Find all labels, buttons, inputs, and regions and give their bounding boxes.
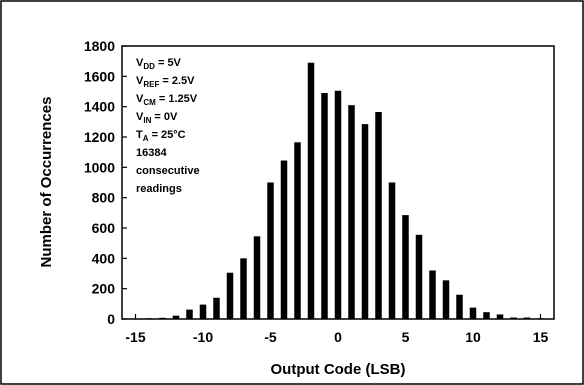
bar xyxy=(388,182,396,319)
y-tick-label: 1000 xyxy=(84,159,115,175)
y-axis-label: Number of Occurrences xyxy=(38,97,55,268)
annotation-line: VCM = 1.25V xyxy=(136,93,198,107)
bars-group xyxy=(132,62,544,320)
x-tick-label: -5 xyxy=(264,329,277,345)
bar xyxy=(307,62,315,320)
y-tick-label: 800 xyxy=(92,190,116,206)
bar xyxy=(402,215,409,319)
bar xyxy=(429,270,436,319)
bar xyxy=(469,307,477,320)
bar xyxy=(510,317,517,319)
bar xyxy=(199,304,207,319)
y-tick-label: 600 xyxy=(92,220,116,236)
bar xyxy=(456,294,463,319)
bar xyxy=(267,182,274,319)
x-tick-label: 10 xyxy=(465,329,481,345)
bar xyxy=(186,309,193,319)
x-axis-label: Output Code (LSB) xyxy=(271,361,406,378)
annotation-line: VDD = 5V xyxy=(136,57,182,71)
annotation-line: 16384 xyxy=(136,147,167,159)
x-tick-label: -10 xyxy=(193,329,213,345)
bar xyxy=(523,317,531,319)
bar xyxy=(375,111,382,319)
bar xyxy=(240,258,247,319)
bar xyxy=(253,236,261,319)
annotation-line: consecutive xyxy=(136,165,200,177)
x-tick-label: 0 xyxy=(334,329,342,345)
y-tick-label: 1800 xyxy=(84,38,115,54)
bar xyxy=(415,234,423,319)
y-tick-label: 0 xyxy=(107,311,115,327)
annotation-line: VIN = 0V xyxy=(136,111,178,125)
annotation-line: readings xyxy=(136,183,182,195)
bar xyxy=(334,90,342,320)
bar xyxy=(442,280,450,319)
y-tick-label: 1400 xyxy=(84,99,115,115)
annotation-block: VDD = 5V VREF = 2.5V VCM = 1.25V VIN = 0V TA… xyxy=(136,57,200,195)
bar xyxy=(226,272,234,319)
y-tick-label: 400 xyxy=(92,250,116,266)
y-tick-label: 200 xyxy=(92,281,116,297)
bar xyxy=(172,315,180,319)
bar xyxy=(280,160,288,319)
y-tick-label: 1200 xyxy=(84,129,115,145)
bar xyxy=(213,297,220,319)
x-tick-label: 5 xyxy=(402,329,410,345)
bar xyxy=(294,142,301,319)
x-axis-ticks: -15 -10 -5 0 5 10 15 xyxy=(125,314,548,345)
bar xyxy=(348,105,355,320)
x-tick-label: -15 xyxy=(125,329,145,345)
annotation-line: TA = 25°C xyxy=(136,129,186,143)
bar xyxy=(483,312,490,319)
bar xyxy=(321,93,328,320)
bar xyxy=(496,314,504,319)
y-tick-label: 1600 xyxy=(84,68,115,84)
annotation-line: VREF = 2.5V xyxy=(136,75,195,89)
bar xyxy=(361,124,369,319)
x-tick-label: 15 xyxy=(533,329,549,345)
y-axis-ticks: 0 200 400 600 800 1000 1200 1400 1600 1800 xyxy=(84,38,127,327)
